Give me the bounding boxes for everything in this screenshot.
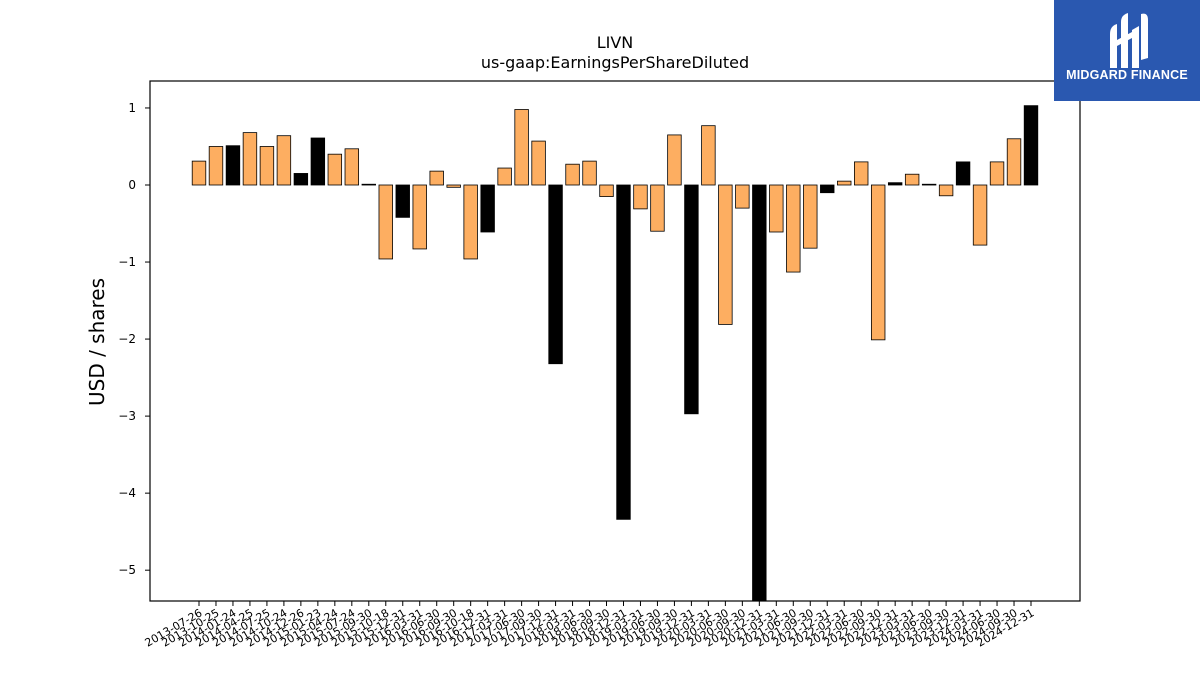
bar-2015-10-18: [378, 184, 393, 260]
chart-subtitle: us-gaap:EarningsPerShareDiluted: [481, 53, 749, 72]
bar-2023-12-31: [955, 161, 971, 186]
midgard-logo-mark-icon: [1110, 13, 1148, 68]
bar-2015-04-24: [327, 153, 343, 186]
y-tick-label: 1: [128, 101, 136, 115]
bar-2022-03-31: [837, 180, 852, 186]
x-ticks: 2013-07-262013-10-252014-01-242014-04-25…: [143, 601, 1037, 650]
plot-frame: [149, 80, 1081, 602]
bar-2017-06-30: [514, 109, 529, 186]
bar-2014-07-25: [259, 146, 275, 186]
y-tick-label: −5: [118, 563, 136, 577]
bar-2023-06-30: [921, 183, 937, 186]
brand-name: MIDGARD FINANCE: [1066, 68, 1188, 82]
bar-2019-06-30: [650, 184, 665, 232]
bar-2014-01-24: [225, 145, 241, 186]
bar-2020-06-30: [718, 184, 733, 325]
bar-2016-09-30: [446, 184, 461, 188]
y-tick-label: −2: [118, 332, 136, 346]
bar-2024-12-31: [1023, 105, 1039, 186]
bar-2022-06-30: [854, 161, 869, 186]
bar-2017-12-31: [548, 184, 563, 365]
chart-title: LIVN: [597, 33, 634, 52]
bar-2022-12-31: [887, 182, 903, 186]
bar-2019-09-30: [667, 134, 682, 186]
bar-2016-10-18: [463, 184, 478, 260]
y-ticks: 1 0 −1 −2 −3 −4 −5: [118, 101, 150, 577]
bar-2024-09-30: [1006, 138, 1022, 186]
bar-2021-06-30: [786, 184, 801, 273]
bar-2023-09-30: [938, 184, 954, 197]
y-tick-label: 0: [128, 178, 136, 192]
bar-2017-03-31: [497, 167, 512, 186]
bar-2016-06-30: [429, 170, 444, 186]
bar-2016-12-31: [480, 184, 495, 233]
bar-2013-10-25: [208, 146, 224, 186]
bar-2024-03-31: [972, 184, 988, 246]
bar-2015-01-23: [310, 137, 326, 186]
bar-2014-12-26: [293, 173, 309, 186]
bar-2020-03-31: [701, 125, 716, 186]
bar-2018-12-31: [616, 184, 631, 520]
bar-2022-09-30: [870, 184, 886, 341]
bar-2021-12-31: [820, 184, 835, 194]
y-tick-label: −3: [118, 409, 136, 423]
bar-2015-09-30: [361, 183, 376, 186]
bar-2016-03-31: [412, 184, 427, 250]
y-axis-label: USD / shares: [85, 278, 109, 406]
bar-2017-09-30: [531, 140, 546, 186]
bar-2023-03-31: [904, 173, 920, 186]
bar-2014-10-24: [276, 135, 292, 186]
bars-group: [191, 105, 1039, 602]
bar-2015-07-24: [344, 148, 360, 186]
y-tick-label: −4: [118, 486, 136, 500]
bar-2019-03-31: [633, 184, 648, 210]
bar-2021-03-31: [769, 184, 784, 233]
bar-2019-12-31: [684, 184, 699, 415]
bar-2024-06-30: [989, 161, 1005, 186]
bar-2020-12-31: [752, 184, 767, 602]
bar-2013-07-26: [191, 160, 207, 186]
bar-2018-03-31: [565, 163, 580, 186]
brand-logo: MIDGARD FINANCE: [1054, 0, 1200, 101]
bar-2018-06-30: [582, 160, 597, 186]
bar-2018-09-30: [599, 184, 614, 197]
bar-2014-04-25: [242, 132, 258, 186]
y-tick-label: −1: [118, 255, 136, 269]
bar-2015-12-31: [395, 184, 410, 218]
bar-2021-09-30: [803, 184, 818, 249]
bar-2020-09-30: [735, 184, 750, 209]
